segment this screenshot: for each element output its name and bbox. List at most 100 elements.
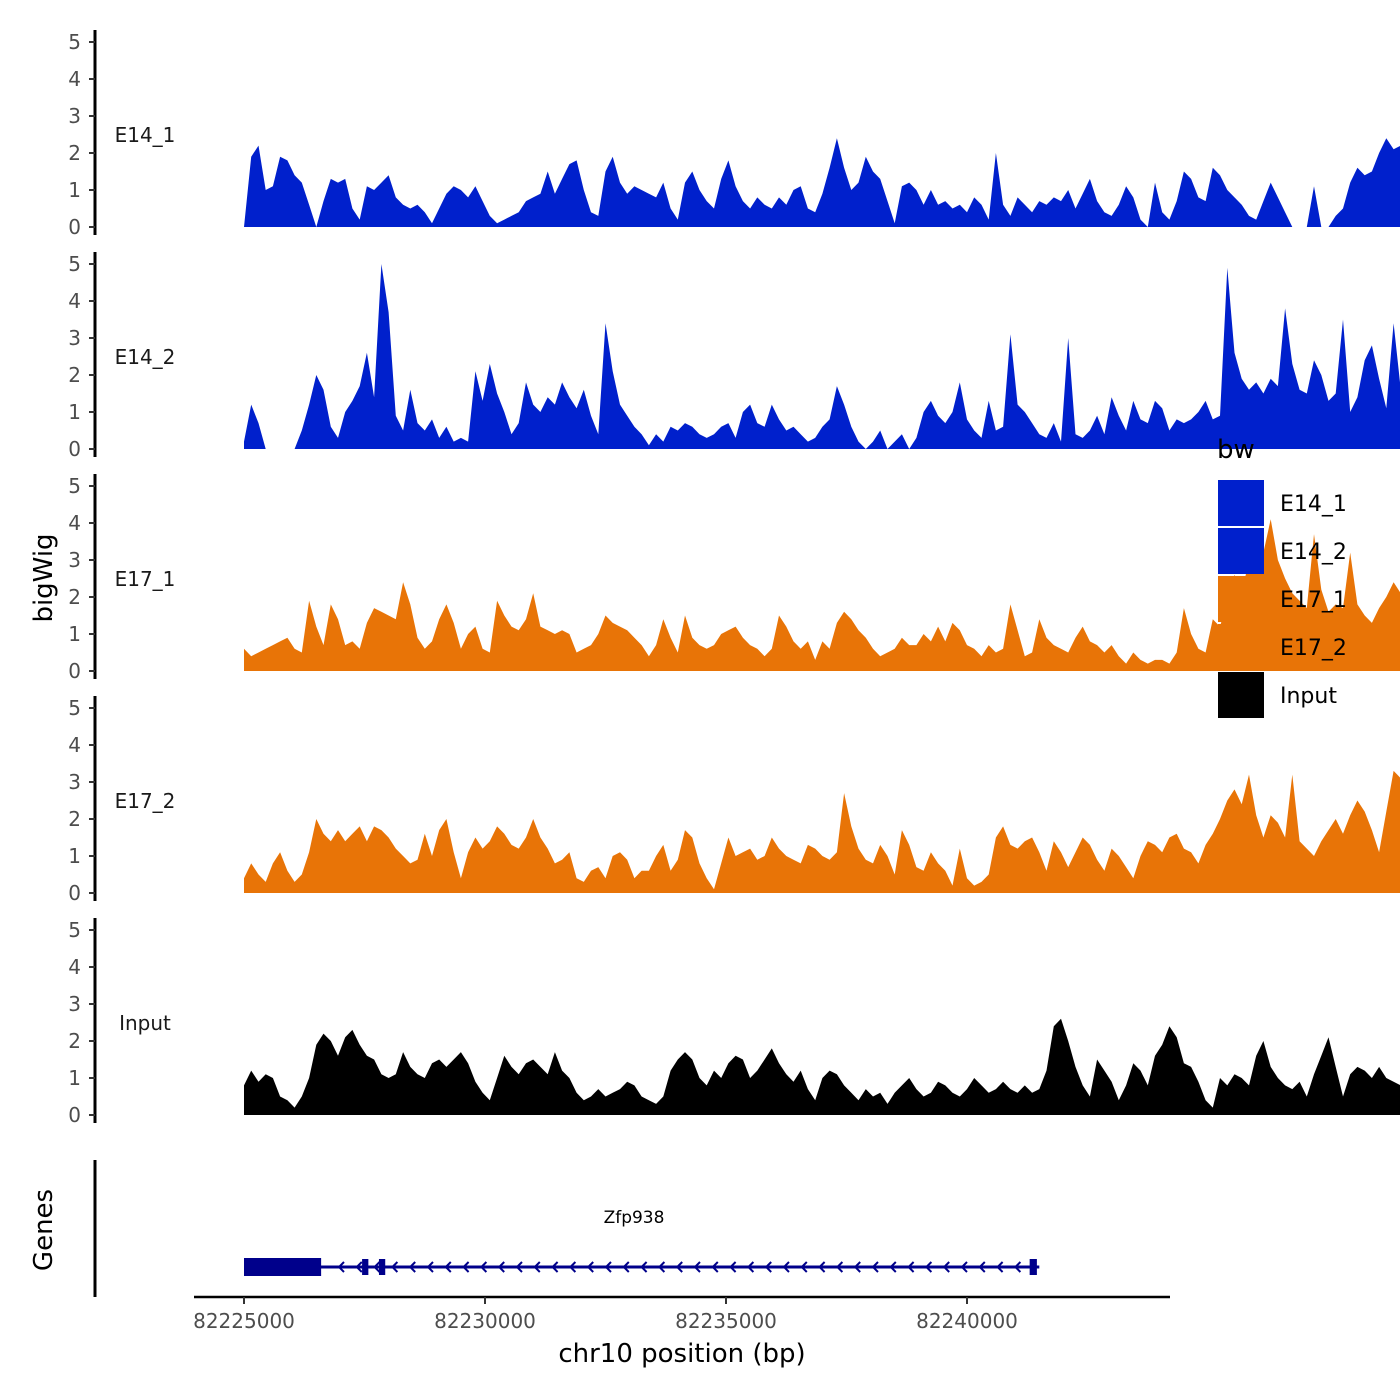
y-tick-label: 5 xyxy=(68,30,81,54)
legend-label: E14_2 xyxy=(1280,540,1347,565)
gene-exon xyxy=(362,1259,369,1275)
legend-label: E17_1 xyxy=(1280,588,1347,613)
y-tick-label: 3 xyxy=(68,992,81,1016)
legend-key-e17-1 xyxy=(1218,576,1264,622)
legend-label: Input xyxy=(1280,684,1337,709)
signal-area-e14-2 xyxy=(244,264,1400,449)
strand-arrow xyxy=(444,1261,452,1273)
legend-key-e14-2 xyxy=(1218,528,1264,574)
track-e17-2: 0 1 2 3 4 5 E17_2 xyxy=(68,696,1400,905)
strand-arrow xyxy=(693,1261,701,1273)
legend-label: E14_1 xyxy=(1280,492,1347,517)
gene-exon xyxy=(244,1258,322,1276)
y-tick-label: 5 xyxy=(68,474,81,498)
y-tick-label: 0 xyxy=(68,215,81,239)
strand-arrow xyxy=(408,1261,416,1273)
strand-arrow xyxy=(426,1261,434,1273)
x-axis: 82225000 82230000 82235000 82240000 xyxy=(193,1295,1170,1333)
strand-arrow xyxy=(355,1261,363,1273)
strand-arrow xyxy=(586,1261,594,1273)
y-tick-label: 2 xyxy=(68,141,81,165)
track-label: Input xyxy=(119,1011,171,1035)
strand-arrow xyxy=(960,1261,968,1273)
legend-label: E17_2 xyxy=(1280,636,1347,661)
y-tick-label: 0 xyxy=(68,437,81,461)
y-tick-label: 1 xyxy=(68,400,81,424)
strand-arrow xyxy=(729,1261,737,1273)
strand-arrow xyxy=(515,1261,523,1273)
strand-arrow xyxy=(764,1261,772,1273)
y-tick-label: 3 xyxy=(68,326,81,350)
strand-arrow xyxy=(1013,1261,1022,1273)
y-tick-label: 3 xyxy=(68,104,81,128)
strand-arrow xyxy=(551,1261,559,1273)
strand-arrow xyxy=(835,1261,844,1273)
signal-area-e17-2 xyxy=(244,770,1400,893)
y-tick-label: 1 xyxy=(68,1066,81,1090)
y-tick-label: 1 xyxy=(68,844,81,868)
y-tick-label: 5 xyxy=(68,918,81,942)
y-tick-label: 4 xyxy=(68,67,81,91)
track-label: E17_2 xyxy=(115,789,176,813)
y-tick-label: 5 xyxy=(68,696,81,720)
track-e17-1: 0 1 2 3 4 5 E17_1 xyxy=(68,474,1400,683)
gene-exon xyxy=(378,1259,386,1275)
strand-arrow xyxy=(390,1261,399,1273)
x-tick-label: 82225000 xyxy=(193,1309,295,1333)
strand-arrow xyxy=(853,1261,861,1273)
gene-name-label: Zfp938 xyxy=(604,1208,665,1228)
y-tick-label: 4 xyxy=(68,289,81,313)
y-tick-label: 4 xyxy=(68,733,81,757)
y-tick-label: 0 xyxy=(68,881,81,905)
gene-track-title: Genes xyxy=(29,1189,59,1271)
strand-arrow xyxy=(479,1261,488,1273)
strand-arrow xyxy=(711,1261,719,1273)
strand-arrow xyxy=(889,1261,897,1273)
y-tick-label: 2 xyxy=(68,585,81,609)
track-input: 0 1 2 3 4 5 Input xyxy=(68,918,1400,1127)
legend: bw E14_1 E14_2 E17_1 E17_2 Input xyxy=(1217,435,1347,718)
strand-arrow xyxy=(782,1261,790,1273)
strand-arrow xyxy=(337,1261,345,1273)
track-e14-1: 0 1 2 3 4 5 E14_1 xyxy=(68,30,1400,239)
y-tick-label: 1 xyxy=(68,178,81,202)
strand-arrow xyxy=(657,1261,666,1273)
y-tick-label: 0 xyxy=(68,1103,81,1127)
strand-arrow xyxy=(640,1261,648,1273)
strand-arrow xyxy=(568,1261,577,1273)
gene-exon xyxy=(1029,1259,1037,1275)
strand-arrow xyxy=(871,1261,879,1273)
y-tick-label: 5 xyxy=(68,252,81,276)
y-tick-label: 1 xyxy=(68,622,81,646)
strand-arrow xyxy=(675,1261,683,1273)
legend-key-e14-1 xyxy=(1218,480,1264,526)
y-tick-label: 4 xyxy=(68,511,81,535)
legend-key-e17-2 xyxy=(1218,624,1264,670)
strand-arrow xyxy=(746,1261,755,1273)
track-e14-2: 0 1 2 3 4 5 E14_2 xyxy=(68,252,1400,461)
x-tick-label: 82235000 xyxy=(675,1309,777,1333)
signal-tracks: 0 1 2 3 4 5 E14_1 0 1 2 3 4 5 E14_2 0 1 2 3 4 5 E17_1 0 1 2 3 4 5 E… xyxy=(68,30,1400,1127)
y-tick-label: 3 xyxy=(68,770,81,794)
legend-key-input xyxy=(1218,672,1264,718)
strand-arrow xyxy=(604,1261,612,1273)
strand-arrow xyxy=(996,1261,1004,1273)
strand-arrow xyxy=(907,1261,915,1273)
x-tick-label: 82240000 xyxy=(916,1309,1018,1333)
y-tick-label: 2 xyxy=(68,807,81,831)
strand-arrow xyxy=(497,1261,505,1273)
y-tick-label: 3 xyxy=(68,548,81,572)
strand-arrow xyxy=(373,1261,381,1273)
signal-area-input xyxy=(244,1018,1400,1115)
x-axis-title: chr10 position (bp) xyxy=(558,1339,805,1369)
y-tick-label: 4 xyxy=(68,955,81,979)
strand-arrow xyxy=(622,1261,630,1273)
y-axis-title: bigWig xyxy=(29,533,59,622)
x-tick-label: 82230000 xyxy=(434,1309,536,1333)
strand-arrow xyxy=(462,1261,470,1273)
track-label: E14_2 xyxy=(115,345,176,369)
gene-track: Zfp938 xyxy=(93,1160,1040,1297)
strand-arrow xyxy=(800,1261,808,1273)
strand-arrow xyxy=(978,1261,986,1273)
